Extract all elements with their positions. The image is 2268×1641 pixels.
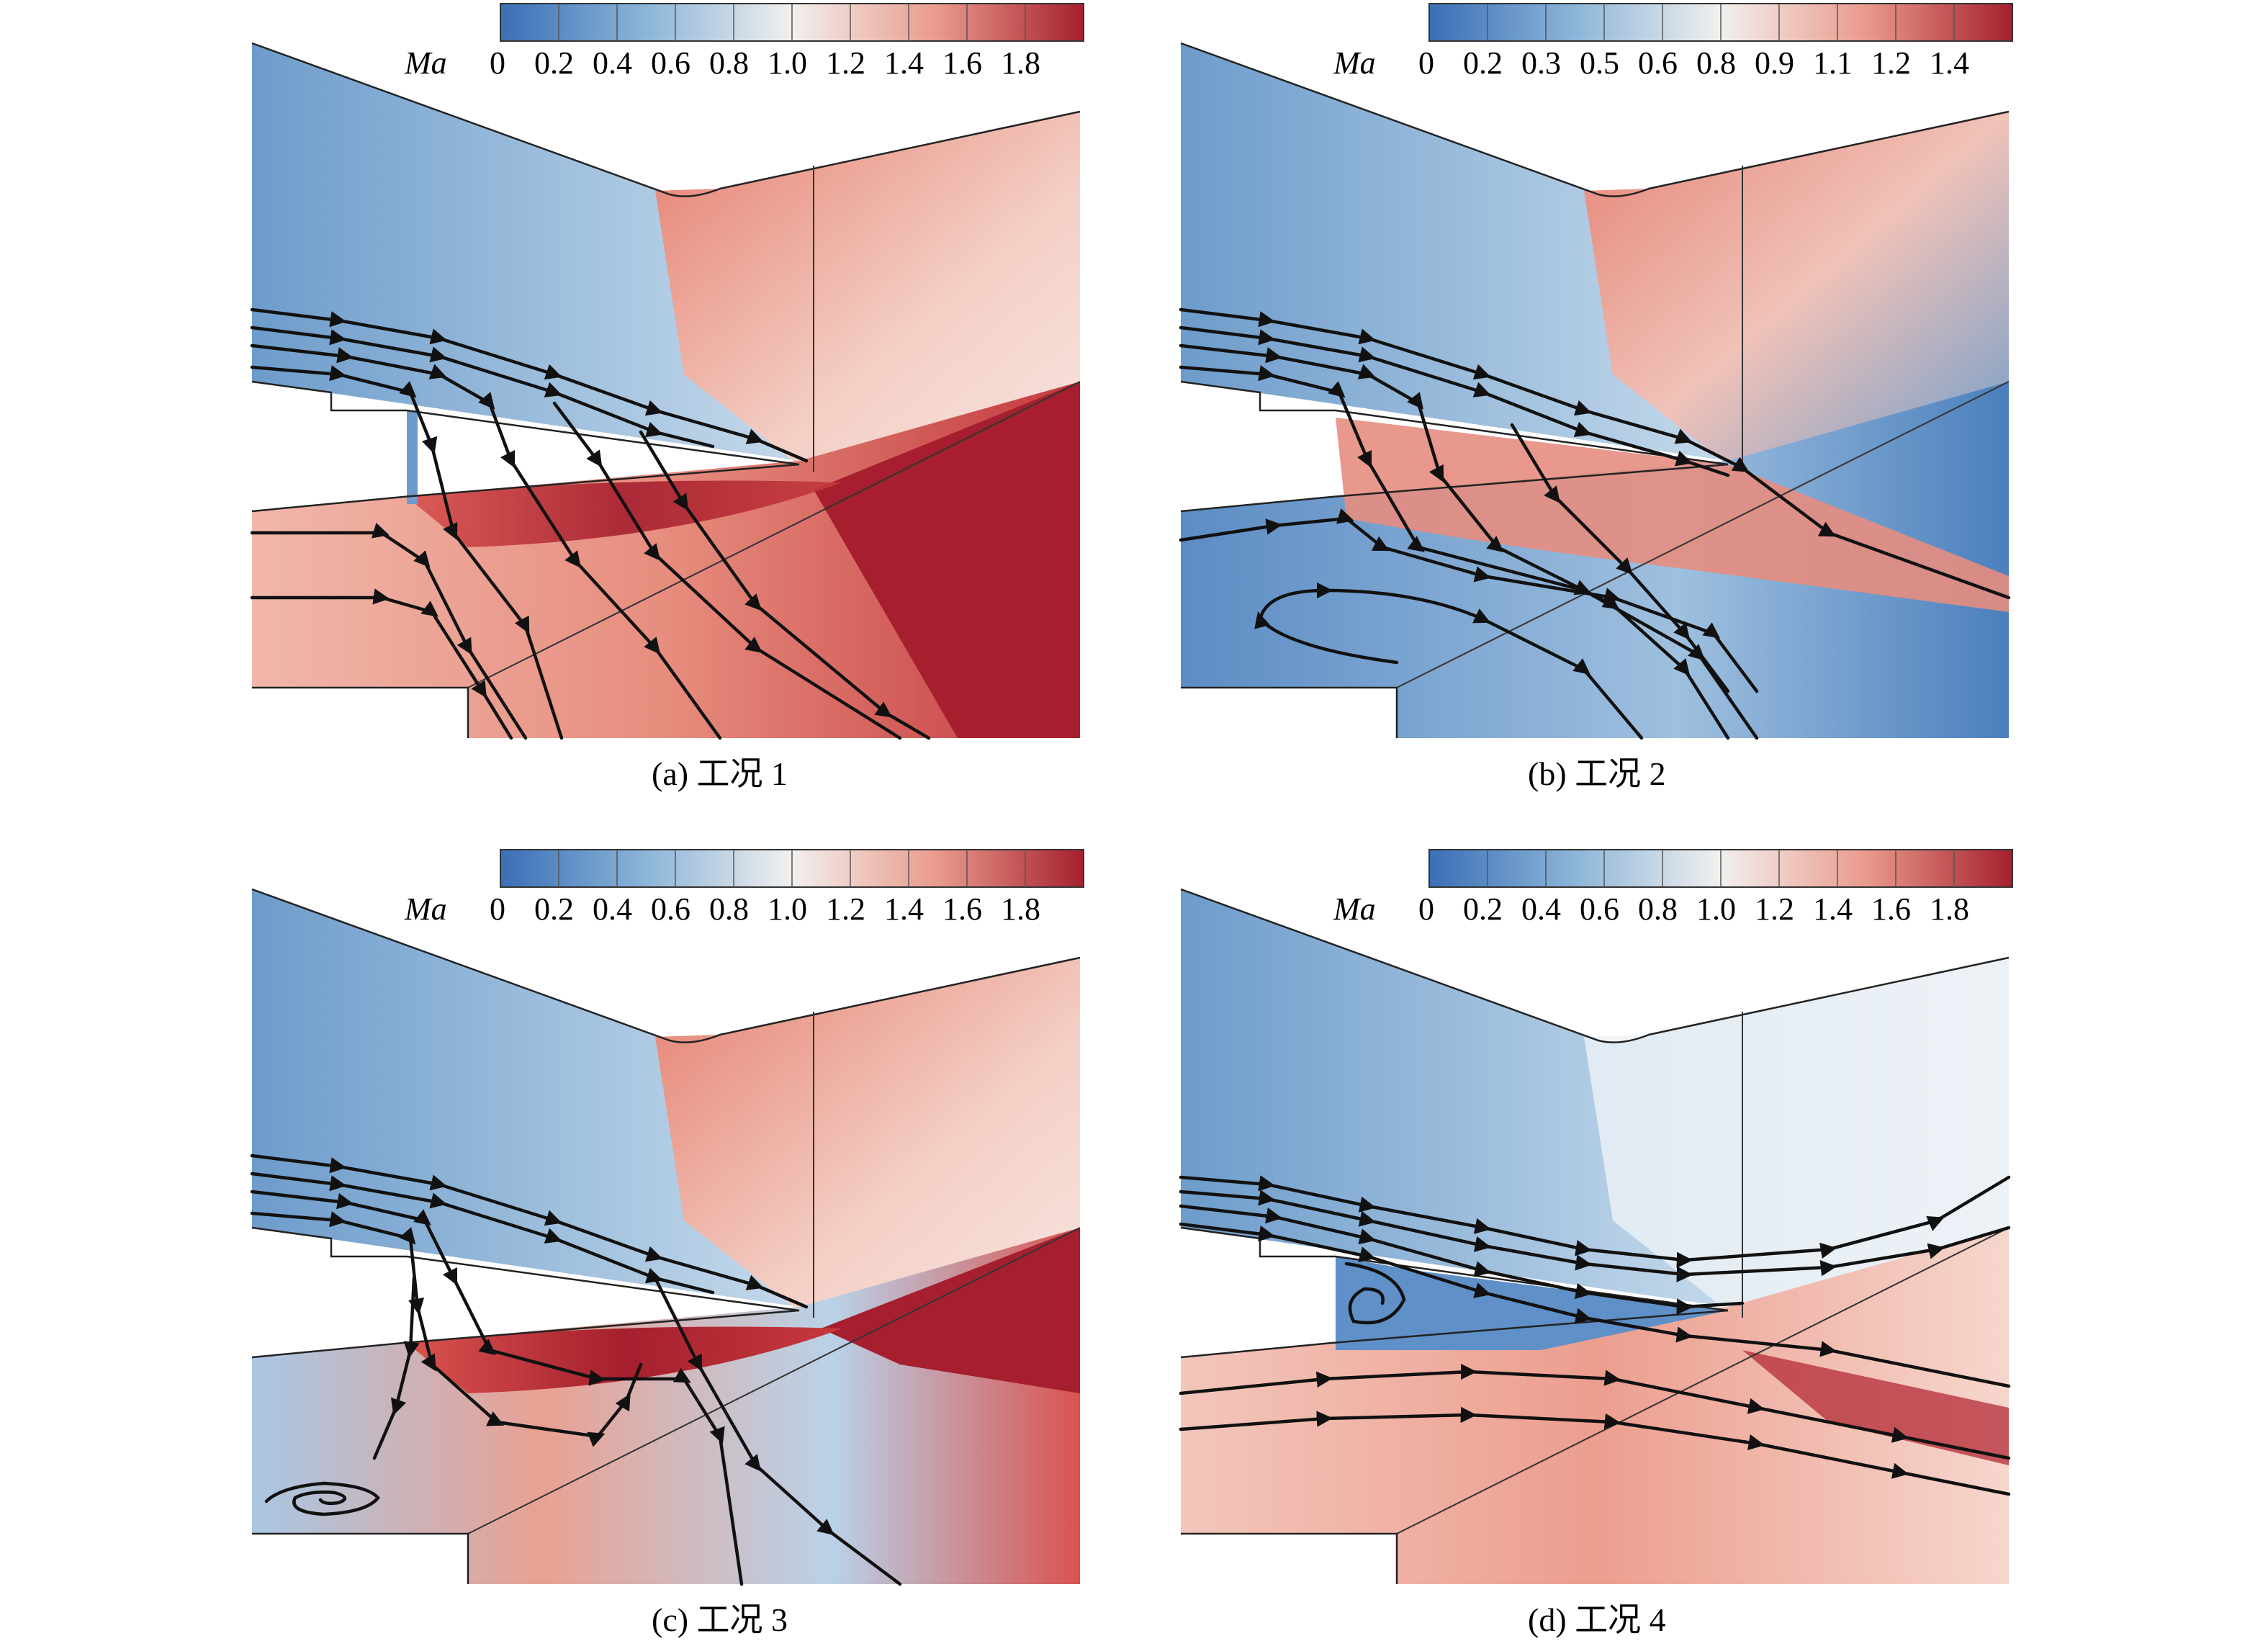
tick-label: 1.4 xyxy=(884,891,924,927)
tick-label: 1.6 xyxy=(942,891,982,927)
tick-label: 1.0 xyxy=(768,45,807,81)
colorbar: Ma 0 0.2 0.4 0.6 0.8 1.0 1.2 1.4 1.6 1.8 xyxy=(404,849,1084,927)
colorbar-title: Ma xyxy=(1333,45,1376,81)
colorbar-ticks: 0 0.2 0.4 0.6 0.8 1.0 1.2 1.4 1.6 1.8 xyxy=(490,45,1040,81)
tick-label: 0.6 xyxy=(651,45,690,81)
tick-label: 0.8 xyxy=(709,45,749,81)
colorbar-dividers xyxy=(558,4,1026,41)
panel-caption: (b) 工况 2 xyxy=(1528,755,1666,792)
panel-caption: (c) 工况 3 xyxy=(652,1601,788,1638)
panel-caption: (d) 工况 4 xyxy=(1528,1601,1666,1638)
tick-label: 0.4 xyxy=(593,891,632,927)
tick-label: 1.2 xyxy=(826,891,865,927)
panel-caption: (a) 工况 1 xyxy=(652,755,788,792)
tick-label: 0 xyxy=(490,45,505,81)
colorbar-ticks: 0 0.2 0.4 0.6 0.8 1.0 1.2 1.4 1.6 1.8 xyxy=(1418,891,1969,927)
tick-label: 0.6 xyxy=(1638,45,1678,81)
colorbar: Ma 0 0.2 0.4 0.6 0.8 1.0 1.2 1.4 1.6 1.8 xyxy=(1333,849,2013,927)
recirculation-vortex xyxy=(264,1481,380,1516)
tick-label: 0.2 xyxy=(1463,45,1503,81)
tick-label: 0.6 xyxy=(1580,891,1619,927)
colorbar-dividers xyxy=(558,850,1026,887)
tick-label: 0.2 xyxy=(534,45,574,81)
tick-label: 0 xyxy=(1418,45,1434,81)
streamline xyxy=(250,1211,643,1447)
tick-label: 1.4 xyxy=(1813,891,1853,927)
tick-label: 0.4 xyxy=(1521,891,1561,927)
tick-label: 1.8 xyxy=(1001,45,1040,81)
tick-label: 0.2 xyxy=(534,891,574,927)
tick-label: 1.0 xyxy=(1696,891,1736,927)
bottom-wall xyxy=(1181,1532,1398,1584)
upper-wall xyxy=(1180,888,2010,1043)
panel-a: Ma 0 0.2 0.4 0.6 0.8 1.0 1.2 1.4 1.6 1.8 xyxy=(250,3,1084,792)
wedge-region xyxy=(814,382,1080,738)
tick-label: 1.2 xyxy=(1871,45,1911,81)
flow-field xyxy=(250,888,1081,1586)
tick-label: 1.4 xyxy=(1930,45,1969,81)
nozzle-lip xyxy=(407,410,418,504)
colorbar: Ma 0 0.2 0.3 0.5 0.6 0.8 0.9 1.1 1.2 1.4 xyxy=(1333,3,2013,81)
streamline xyxy=(372,1276,420,1460)
flow-field xyxy=(1179,42,2011,740)
bottom-wall xyxy=(252,1532,469,1584)
colorbar-title: Ma xyxy=(1333,891,1376,927)
tick-label: 1.2 xyxy=(1755,891,1794,927)
streamline xyxy=(1179,508,1759,693)
panel-b: Ma 0 0.2 0.3 0.5 0.6 0.8 0.9 1.1 1.2 1.4 xyxy=(1179,3,2013,792)
tick-label: 1.6 xyxy=(1871,891,1911,927)
tick-label: 0.2 xyxy=(1463,891,1503,927)
tick-label: 0.4 xyxy=(593,45,632,81)
streamline xyxy=(250,588,513,740)
streamline xyxy=(1179,1222,2011,1388)
upper-wall xyxy=(251,888,1081,1043)
tick-label: 1.8 xyxy=(1001,891,1040,927)
streamline xyxy=(1179,1406,2011,1496)
tick-label: 0.6 xyxy=(651,891,690,927)
streamline xyxy=(639,430,931,740)
tick-label: 0.9 xyxy=(1755,45,1794,81)
streamline xyxy=(250,365,564,740)
tick-label: 0 xyxy=(490,891,505,927)
tick-label: 0.8 xyxy=(1638,891,1678,927)
colorbar-dividers xyxy=(1487,4,1955,41)
tick-label: 1.8 xyxy=(1930,891,1969,927)
tick-label: 1.2 xyxy=(826,45,865,81)
colorbar-title: Ma xyxy=(404,891,447,927)
streamline xyxy=(1510,423,1730,693)
tick-label: 1.0 xyxy=(768,891,807,927)
upper-wall xyxy=(1180,42,2010,197)
flow-field xyxy=(250,42,1081,740)
panel-c: Ma 0 0.2 0.4 0.6 0.8 1.0 1.2 1.4 1.6 1.8 xyxy=(250,849,1084,1638)
tick-label: 1.6 xyxy=(942,45,982,81)
streamline xyxy=(250,522,528,740)
bottom-wall xyxy=(1181,686,1398,738)
colorbar-ticks: 0 0.2 0.4 0.6 0.8 1.0 1.2 1.4 1.6 1.8 xyxy=(490,891,1040,927)
flow-field xyxy=(1179,888,2011,1584)
tick-label: 0.3 xyxy=(1521,45,1561,81)
colorbar-dividers xyxy=(1487,850,1955,887)
recirculation-vortex xyxy=(1344,1262,1406,1325)
tick-label: 0.8 xyxy=(1696,45,1736,81)
colorbar-title: Ma xyxy=(404,45,447,81)
tick-label: 0.8 xyxy=(709,891,749,927)
colorbar: Ma 0 0.2 0.4 0.6 0.8 1.0 1.2 1.4 1.6 1.8 xyxy=(404,3,1084,81)
upper-wall xyxy=(251,42,1081,197)
colorbar-ticks: 0 0.2 0.3 0.5 0.6 0.8 0.9 1.1 1.2 1.4 xyxy=(1418,45,1969,81)
streamline xyxy=(653,1276,902,1586)
panel-d: Ma 0 0.2 0.4 0.6 0.8 1.0 1.2 1.4 1.6 1.8 xyxy=(1179,849,2013,1638)
wedge-region xyxy=(821,1228,1080,1393)
bottom-wall xyxy=(252,686,469,738)
tick-label: 0.5 xyxy=(1580,45,1619,81)
streamline xyxy=(1179,365,1759,740)
tick-label: 1.4 xyxy=(884,45,924,81)
tick-label: 0 xyxy=(1418,891,1434,927)
tick-label: 1.1 xyxy=(1813,45,1853,81)
streamline xyxy=(1254,582,1644,740)
